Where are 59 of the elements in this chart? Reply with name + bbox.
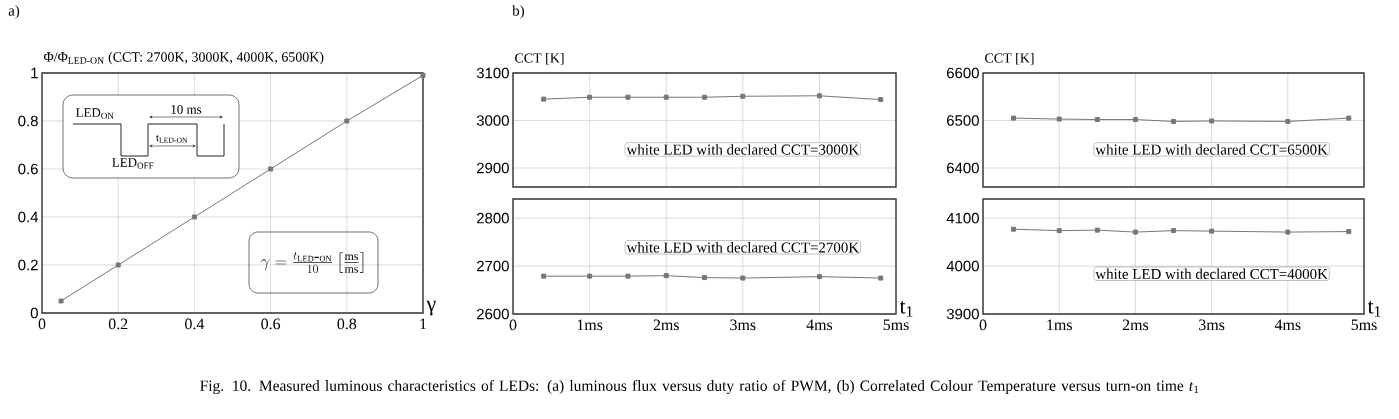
y-tick-label: 0.2 — [18, 259, 38, 271]
caption: Fig. 10. Measured luminous characteristics of LEDs: (a) luminous flux versus duty ratio of PWM, (b) Correlated Colour Temperature versus turn-on time t$_{1}$ — [200, 379, 1199, 395]
y-tick-label: 2700 — [477, 260, 509, 272]
annotation: LED$_{OFF}$ — [112, 158, 154, 169]
point — [420, 72, 426, 78]
annotation: white LED with declared CCT=4000K — [1095, 268, 1328, 279]
x-tick-label: 2ms — [653, 319, 679, 331]
y-axis-title: Φ/Φ$_{LED-ON}$ (CCT: 2700K, 3000K, 4000K, 6500K) — [43, 51, 324, 65]
y-axis-title: CCT [K] — [515, 52, 564, 65]
x-tick-label: 3ms — [1199, 319, 1225, 331]
x-tick-label: 0 — [509, 319, 517, 331]
x-tick-label: 0 — [979, 319, 987, 331]
y-tick-label: 6600 — [947, 67, 979, 79]
y-tick-label: 1 — [31, 67, 38, 79]
y-tick-label: 0 — [30, 307, 38, 319]
x-axis-title: t$_{1}$ — [1367, 301, 1381, 317]
y-tick-label: 2600 — [477, 308, 509, 320]
x-axis-title: t$_{1}$ — [899, 301, 913, 317]
point — [268, 166, 274, 172]
point — [344, 118, 350, 124]
annotation: LED$_{ON}$ — [76, 108, 114, 119]
point — [191, 214, 197, 220]
x-tick-label: 1 — [420, 318, 427, 330]
y-tick-label: 0.8 — [18, 115, 38, 127]
x-tick-label: 0.6 — [261, 318, 281, 330]
x-axis-title: γ — [426, 300, 436, 316]
y-tick-label: 6500 — [947, 115, 979, 126]
y-tick-label: 0.6 — [18, 163, 38, 175]
y-tick-label: 4100 — [946, 212, 979, 224]
x-tick-label: 2ms — [1122, 319, 1149, 331]
annotation: t$_{LED-ON}$ — [156, 134, 188, 143]
annotation: white LED with declared CCT=2700K — [626, 242, 859, 253]
x-tick-label: 5ms — [883, 319, 909, 331]
y-tick-label: 4000 — [946, 260, 979, 272]
point — [115, 262, 121, 268]
x-tick-label: 4ms — [806, 319, 833, 331]
annotation: $\gamma=\frac{t_{\mathrm{LED\mbox{-}ON}}}{10}\left[\frac{\mathrm{ms}}{\mathrm{ms}}\right]$ — [260, 252, 364, 273]
y-tick-label: 3100 — [476, 67, 509, 79]
y-tick-label: 2900 — [477, 162, 509, 174]
y-tick-label: 3000 — [476, 115, 509, 126]
x-tick-label: 0.2 — [108, 318, 128, 330]
x-tick-label: 0.8 — [337, 318, 357, 330]
annotation: white LED with declared CCT=3000K — [626, 144, 859, 155]
x-tick-label: 5ms — [1351, 319, 1377, 331]
x-tick-label: 1ms — [577, 319, 603, 331]
y-tick-label: 6400 — [947, 162, 979, 174]
x-tick-label: 3ms — [730, 319, 756, 331]
x-tick-label: 0.4 — [185, 318, 205, 330]
y-tick-label: 2800 — [477, 212, 509, 224]
annotation: 10 ms — [171, 105, 202, 114]
text: b) — [512, 5, 524, 19]
y-tick-label: 3900 — [946, 308, 979, 320]
y-tick-label: 0.4 — [18, 211, 39, 223]
y-axis-title: CCT [K] — [985, 52, 1034, 65]
x-tick-label: 1ms — [1047, 319, 1072, 331]
point — [58, 298, 64, 304]
x-tick-label: 4ms — [1274, 319, 1301, 331]
text: a) — [8, 5, 20, 19]
annotation: white LED with declared CCT=6500K — [1095, 144, 1328, 155]
